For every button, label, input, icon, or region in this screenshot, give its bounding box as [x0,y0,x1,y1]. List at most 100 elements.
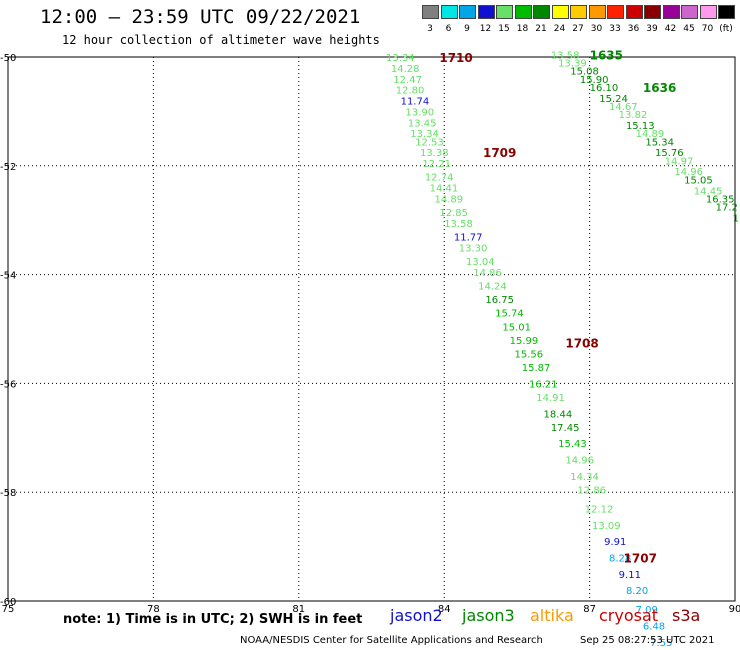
wave-height-reading: 14.91 [536,393,565,404]
pass-time-label: 1635 [590,48,623,62]
wave-height-reading: 14.67 [609,102,638,113]
wave-height-reading: 14.96 [565,456,594,467]
legend-label: 33 [609,24,621,34]
wave-height-reading: 15.90 [580,75,609,86]
legend-label: 70 [701,24,714,34]
wave-height-reading: 14.96 [674,167,703,178]
wave-height-reading: 12.74 [425,173,454,184]
wave-height-reading: 13.34 [410,129,439,140]
wave-height-reading: 17.45 [551,423,580,434]
legend-label: 21 [535,24,547,34]
legend-swatch-36 [625,5,643,19]
wave-height-reading: 8.28 [609,553,631,564]
wave-height-reading: 7.55 [650,638,672,649]
legend-swatch-12 [477,5,495,19]
lon-tick-label: 87 [583,604,596,615]
legend-jason2: jason2 [390,606,443,625]
legend-swatch-21 [533,5,550,19]
wave-height-reading: 12.12 [585,505,614,516]
map-frame [7,56,736,602]
wave-height-reading: 15.99 [510,336,539,347]
legend-swatch-24 [551,5,569,19]
wave-height-reading: 13.38 [420,148,449,159]
wave-height-reading: 15.74 [495,309,524,320]
wave-height-reading: 13.30 [459,243,488,254]
legend-label: 30 [590,24,603,34]
legend-swatch-ft [718,5,735,19]
wave-height-reading: 13.39 [558,58,587,69]
legend-label: 24 [553,24,566,34]
legend-label: 42 [664,24,677,34]
wave-height-reading: 12.86 [577,485,606,496]
wave-height-reading: 15.01 [502,322,531,333]
wave-height-reading: 15.13 [626,121,655,132]
wave-height-reading: 11.77 [454,233,483,244]
lat-tick-label: -60 [0,597,16,608]
legend-label: 15 [498,24,510,34]
wave-height-reading: 13.58 [551,50,580,61]
pass-time-label: 1707 [624,551,657,565]
lon-tick-label: 81 [292,604,305,615]
pass-time-label: 1710 [439,51,472,65]
lon-tick-label: 75 [2,604,15,615]
lat-tick-label: -58 [0,488,16,499]
wave-height-reading: 14.86 [473,268,502,279]
legend-swatch-9 [459,5,476,19]
wave-height-reading: 16.75 [485,295,514,306]
wave-height-reading: 12.47 [393,75,422,86]
wave-height-reading: 12.21 [422,159,451,170]
wave-height-reading: 16.35 [706,194,735,205]
pass-time-label: 1708 [565,337,598,351]
wave-height-reading: 9.91 [604,537,626,548]
wave-height-reading: 18.44 [544,409,573,420]
lat-tick-label: -56 [0,379,16,390]
map-subtitle: 12 hour collection of altimeter wave hei… [62,33,380,47]
legend-cryosat: cryosat [599,606,659,625]
wave-height-reading: 15.87 [522,363,551,374]
wave-height-reading: 1 [733,213,739,224]
wave-height-reading: 16.10 [590,83,619,94]
wave-height-reading: 7.09 [636,605,658,616]
legend-s3a: s3a [672,606,701,625]
legend-swatch-45 [681,5,698,19]
legend-swatch-39 [644,5,661,19]
wave-height-reading: 14.89 [435,194,464,205]
wave-height-reading: 15.43 [558,439,587,450]
footer-note: note: 1) Time is in UTC; 2) SWH is in fe… [63,612,363,627]
wave-height-reading: 13.09 [592,521,621,532]
legend-label: (ft) [719,24,733,34]
legend-label: 9 [464,24,470,34]
pass-time-label: 1636 [643,81,676,95]
wave-height-reading: 16.21 [529,379,558,390]
lon-tick-label: 90 [729,604,740,615]
map-title: 12:00 – 23:59 UTC 09/22/2021 [40,6,361,28]
legend-label: 12 [479,24,492,34]
wave-height-reading: 14.28 [391,64,420,75]
wave-height-reading: 14.45 [694,186,723,197]
wave-height-reading: 13.45 [408,118,437,129]
legend-swatch-27 [570,5,587,19]
lat-tick-label: -50 [0,53,16,64]
wave-height-reading: 17.2 [716,203,738,214]
generated-timestamp: Sep 25 08:27:53 UTC 2021 [580,635,715,646]
wave-height-reading: 12.85 [439,208,468,219]
wave-height-reading: 15.34 [645,137,674,148]
legend-swatch-42 [662,5,680,19]
legend-altika: altika [530,606,574,625]
wave-height-reading: 13.04 [466,257,495,268]
legend-label: 6 [445,24,452,34]
legend-label: 36 [627,24,640,34]
wave-height-reading: 15.08 [570,67,599,78]
legend-label: 45 [683,24,695,34]
legend-swatch-18 [514,5,532,19]
wave-height-reading: 14.89 [636,129,665,140]
legend-swatch-33 [607,5,624,19]
wave-height-reading: 13.58 [444,219,473,230]
wave-height-reading: 15.76 [655,148,684,159]
legend-label: 39 [646,24,658,34]
wave-height-reading: 13.82 [619,110,648,121]
wave-height-reading: 13.34 [386,53,415,64]
wave-height-reading: 12.53 [415,137,444,148]
wave-height-reading: 14.97 [665,156,694,167]
